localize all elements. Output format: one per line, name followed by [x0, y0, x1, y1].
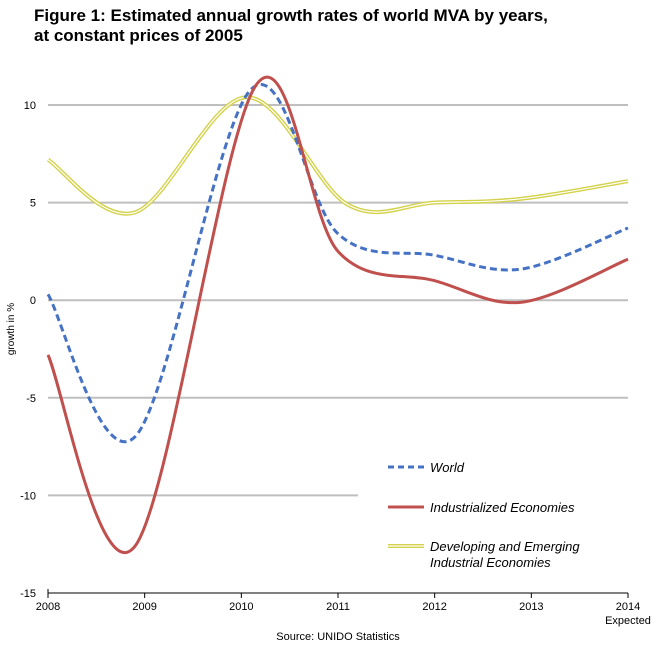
- legend: World Industrialized Economies Developing …: [358, 448, 630, 588]
- legend-label: World: [430, 460, 465, 475]
- x-tick-label: 2013: [519, 601, 543, 613]
- x-tick-sublabel: Expected: [605, 615, 651, 627]
- axes: [47, 589, 628, 594]
- legend-label: Developing and Emerging: [430, 539, 580, 554]
- x-tick-label: 2014: [616, 601, 640, 613]
- chart-title-line-1: Figure 1: Estimated annual growth rates …: [34, 6, 548, 25]
- y-tick-label: -5: [26, 393, 36, 405]
- x-axis-ticks: 2008 2009 2010 2011 2012 2013 2014 Expected: [36, 593, 651, 627]
- series-line-industrialized: [46, 75, 629, 554]
- x-tick-label: 2010: [229, 601, 253, 613]
- x-tick-label: 2009: [132, 601, 156, 613]
- y-tick-label: -15: [20, 588, 36, 600]
- y-tick-label: 10: [24, 100, 36, 112]
- chart-title-line-2: at constant prices of 2005: [34, 26, 243, 45]
- x-tick-label: 2008: [36, 601, 60, 613]
- series-line-developing-inner: [47, 96, 629, 215]
- legend-background: [358, 448, 630, 588]
- y-axis-label: growth in %: [6, 303, 17, 355]
- series-lines: [46, 75, 629, 554]
- y-tick-label: 0: [30, 295, 36, 307]
- series-line-world: [46, 83, 629, 443]
- x-tick-label: 2012: [422, 601, 446, 613]
- y-axis-ticks: 10 5 0 -5 -10 -15: [20, 100, 36, 600]
- source-note: Source: UNIDO Statistics: [276, 631, 400, 643]
- legend-label: Industrial Economies: [430, 555, 551, 570]
- y-tick-label: 5: [30, 198, 36, 210]
- chart-title: Figure 1: Estimated annual growth rates …: [34, 6, 654, 46]
- x-tick-label: 2011: [326, 601, 350, 613]
- legend-label: Industrialized Economies: [430, 500, 575, 515]
- y-tick-label: -10: [20, 490, 36, 502]
